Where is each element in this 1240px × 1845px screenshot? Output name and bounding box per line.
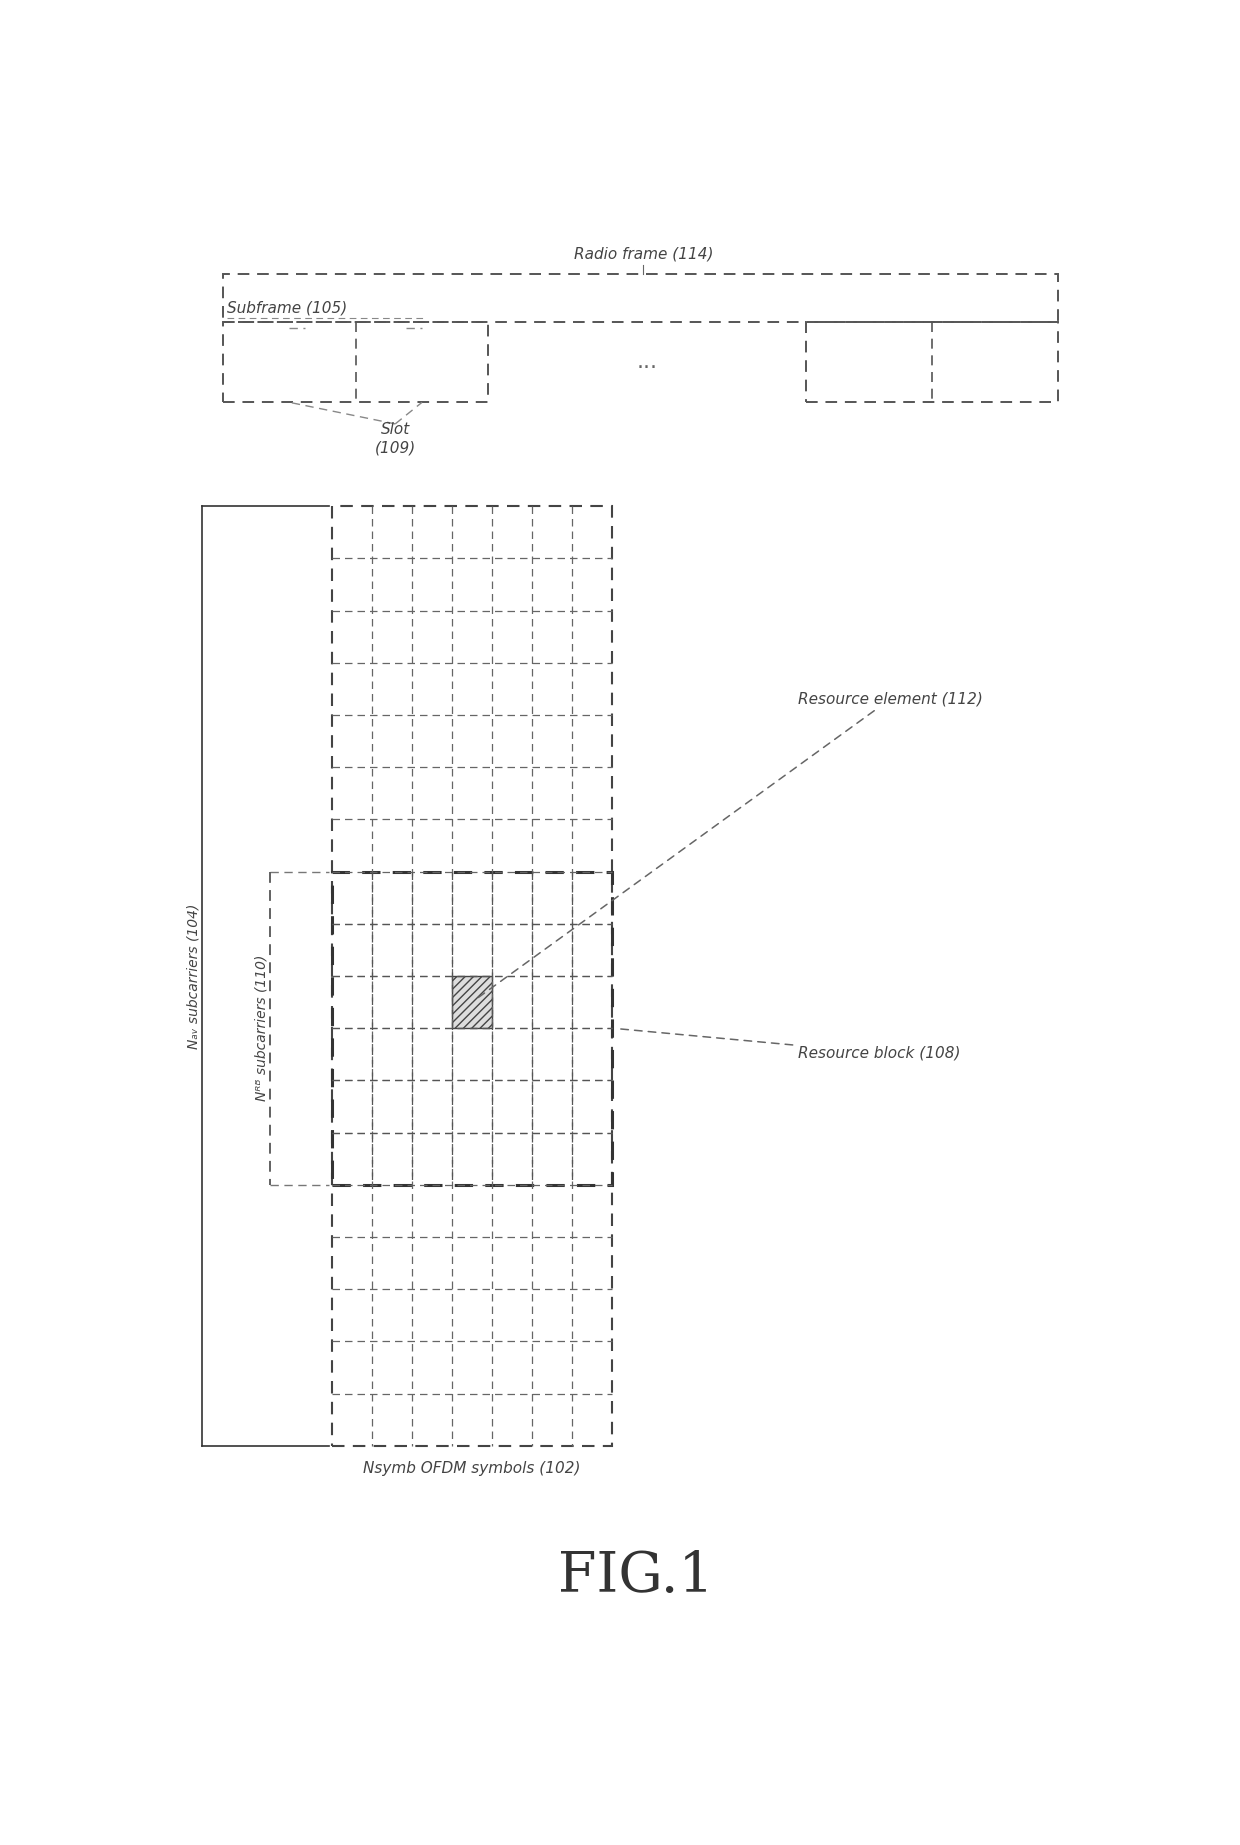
Text: Nₐᵥ subcarriers (104): Nₐᵥ subcarriers (104): [187, 904, 201, 1048]
Bar: [223, 273, 1058, 321]
Bar: [451, 976, 492, 1028]
Text: Nᴿᴮ subcarriers (110): Nᴿᴮ subcarriers (110): [255, 956, 269, 1101]
Bar: [223, 321, 489, 402]
Bar: [332, 506, 613, 1446]
Text: Resource block (108): Resource block (108): [615, 1028, 961, 1061]
Text: Slot
(109): Slot (109): [374, 423, 415, 456]
Text: ...: ...: [636, 352, 657, 371]
Bar: [332, 871, 613, 1184]
Text: Nsymb OFDM symbols (102): Nsymb OFDM symbols (102): [363, 1461, 580, 1476]
Text: Resource element (112): Resource element (112): [474, 692, 983, 1000]
Text: Subframe (105): Subframe (105): [227, 301, 347, 315]
Text: Radio frame (114): Radio frame (114): [573, 247, 713, 262]
Text: FIG.1: FIG.1: [558, 1550, 713, 1603]
Bar: [806, 321, 1058, 402]
